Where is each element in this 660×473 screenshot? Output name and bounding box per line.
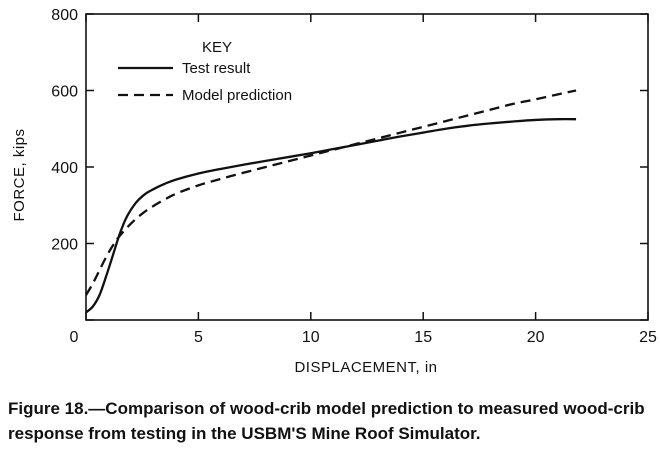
y-tick-label: 800 <box>51 7 78 24</box>
y-tick-label: 200 <box>51 237 78 254</box>
data-series <box>85 89 577 314</box>
tick-labels: 0 5 10 15 20 25 200 400 600 800 <box>51 7 657 346</box>
legend-items: Test result Model prediction <box>118 60 292 104</box>
legend: KEY Test result Model prediction <box>118 39 292 104</box>
x-tick-label: 15 <box>414 329 432 346</box>
legend-title: KEY <box>202 39 232 56</box>
x-axis-label: DISPLACEMENT, in <box>294 359 437 376</box>
x-tick-label: 25 <box>639 329 657 346</box>
plot-frame <box>85 13 649 321</box>
figure-caption: Figure 18.—Comparison of wood-crib model… <box>8 399 645 443</box>
x-tick-label: 5 <box>194 329 203 346</box>
legend-label-0: Test result <box>182 60 251 77</box>
series-line-1 <box>85 89 577 296</box>
y-tick-label: 600 <box>51 84 78 101</box>
x-tick-label: 10 <box>302 329 320 346</box>
x-tick-label: 20 <box>527 329 545 346</box>
y-tick-label: 400 <box>51 160 78 177</box>
plot-frame-rect <box>85 13 649 321</box>
chart: 0 5 10 15 20 25 200 400 600 800 FORCE, kips DISPL… <box>11 7 657 376</box>
legend-label-1: Model prediction <box>182 87 292 104</box>
series-line-0 <box>85 117 577 314</box>
y-axis-label: FORCE, kips <box>11 128 28 221</box>
x-tick-label: 0 <box>70 329 79 346</box>
axis-ticks <box>85 13 649 321</box>
